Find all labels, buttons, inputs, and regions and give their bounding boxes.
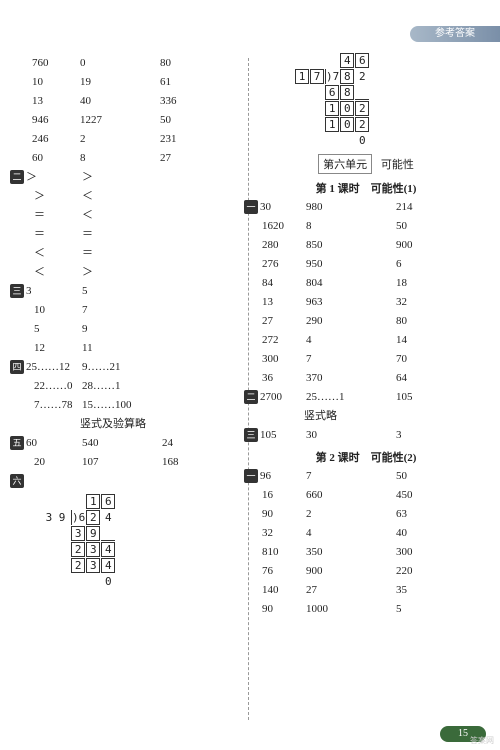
data-row: 1340336 (10, 94, 240, 109)
data-row: 2462231 (10, 132, 240, 147)
lesson1-title: 第 1 课时 可能性(1) (244, 180, 488, 196)
data-row: 2769506 (244, 257, 488, 272)
data-row: 107 (10, 303, 240, 318)
data-row: 60827 (10, 151, 240, 166)
left-column: 760080 101961 1340336 946122750 2462231 60827… (10, 56, 240, 621)
data-row: 16660450 (244, 488, 488, 503)
header-tab: 参考答案 (410, 26, 500, 42)
data-row: 280850900 (244, 238, 488, 253)
data-row: ＝＝ (10, 227, 240, 242)
right-column: 4617)782681021020 第六单元 可能性 第 1 课时 可能性(1)… (240, 56, 488, 621)
data-row: 1396332 (244, 295, 488, 310)
lesson2-title: 第 2 课时 可能性(2) (244, 449, 488, 465)
data-row: 1402735 (244, 583, 488, 598)
data-row: ＜＞ (10, 265, 240, 280)
data-row: 2729080 (244, 314, 488, 329)
data-row: 二 2700 25……1 105 (244, 390, 488, 405)
unit-subtitle: 可能性 (381, 159, 414, 171)
data-row: 90263 (244, 507, 488, 522)
data-row: 三 105 30 3 (244, 428, 488, 443)
data-row: 7……7815……100 (10, 398, 240, 413)
data-row: 三35 (10, 284, 240, 299)
unit-header: 第六单元 可能性 (244, 154, 488, 174)
long-division-left: 163 9)624392342340 (40, 493, 240, 589)
data-row: 810350300 (244, 545, 488, 560)
data-row: 一30980214 (244, 200, 488, 215)
data-row: 二＞＞ (10, 170, 240, 185)
data-row: 20107168 (10, 455, 240, 470)
data-row: ＝＜ (10, 208, 240, 223)
data-row: ＜＝ (10, 246, 240, 261)
unit-box: 第六单元 (318, 154, 372, 174)
data-row: 8480418 (244, 276, 488, 291)
data-row: 22……028……1 (10, 379, 240, 394)
data-row: 76900220 (244, 564, 488, 579)
data-row: 300770 (244, 352, 488, 367)
data-row: ＞＜ (10, 189, 240, 204)
data-row: 101961 (10, 75, 240, 90)
note-text: 竖式略 (304, 409, 337, 424)
data-row: 四25……129……21 (10, 360, 240, 375)
data-row: 1620850 (244, 219, 488, 234)
data-row: 760080 (10, 56, 240, 71)
content-area: 760080 101961 1340336 946122750 2462231 60827… (0, 0, 500, 621)
data-row: 32440 (244, 526, 488, 541)
watermark: 答案网 (470, 735, 494, 746)
data-row: 59 (10, 322, 240, 337)
data-row: 272414 (244, 333, 488, 348)
badge-six: 六 (10, 474, 24, 488)
data-row: 1211 (10, 341, 240, 356)
data-row: 9010005 (244, 602, 488, 617)
data-row: 五6054024 (10, 436, 240, 451)
long-division-right: 4617)782681021020 (294, 52, 488, 148)
note-text: 竖式及验算略 (80, 417, 146, 432)
data-row: 一96750 (244, 469, 488, 484)
data-row: 3637064 (244, 371, 488, 386)
data-row: 946122750 (10, 113, 240, 128)
